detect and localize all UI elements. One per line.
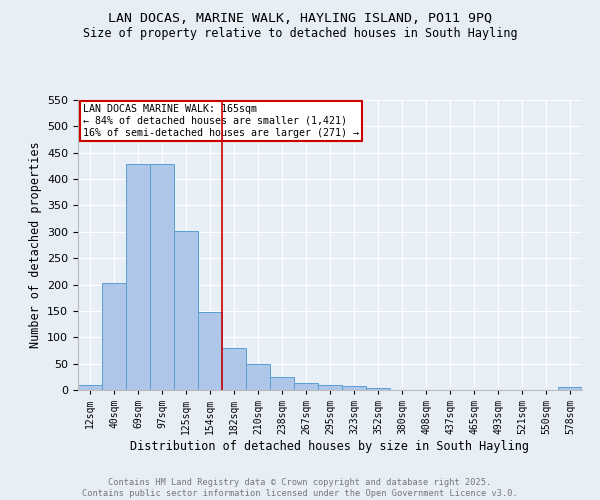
Text: Contains HM Land Registry data © Crown copyright and database right 2025.
Contai: Contains HM Land Registry data © Crown c… [82,478,518,498]
Bar [294,383,318,390]
Bar [102,283,126,390]
Bar [318,384,342,390]
Text: LAN DOCAS, MARINE WALK, HAYLING ISLAND, PO11 9PQ: LAN DOCAS, MARINE WALK, HAYLING ISLAND, … [108,12,492,26]
Bar [222,348,246,390]
X-axis label: Distribution of detached houses by size in South Hayling: Distribution of detached houses by size … [131,440,530,453]
Y-axis label: Number of detached properties: Number of detached properties [29,142,41,348]
Bar [126,164,150,390]
Bar [174,232,198,390]
Bar [78,384,102,390]
Bar [366,388,390,390]
Bar [558,388,582,390]
Bar [342,386,366,390]
Bar [270,377,294,390]
Bar [246,364,270,390]
Text: Size of property relative to detached houses in South Hayling: Size of property relative to detached ho… [83,28,517,40]
Text: LAN DOCAS MARINE WALK: 165sqm
← 84% of detached houses are smaller (1,421)
16% o: LAN DOCAS MARINE WALK: 165sqm ← 84% of d… [83,104,359,138]
Bar [198,312,222,390]
Bar [150,164,174,390]
